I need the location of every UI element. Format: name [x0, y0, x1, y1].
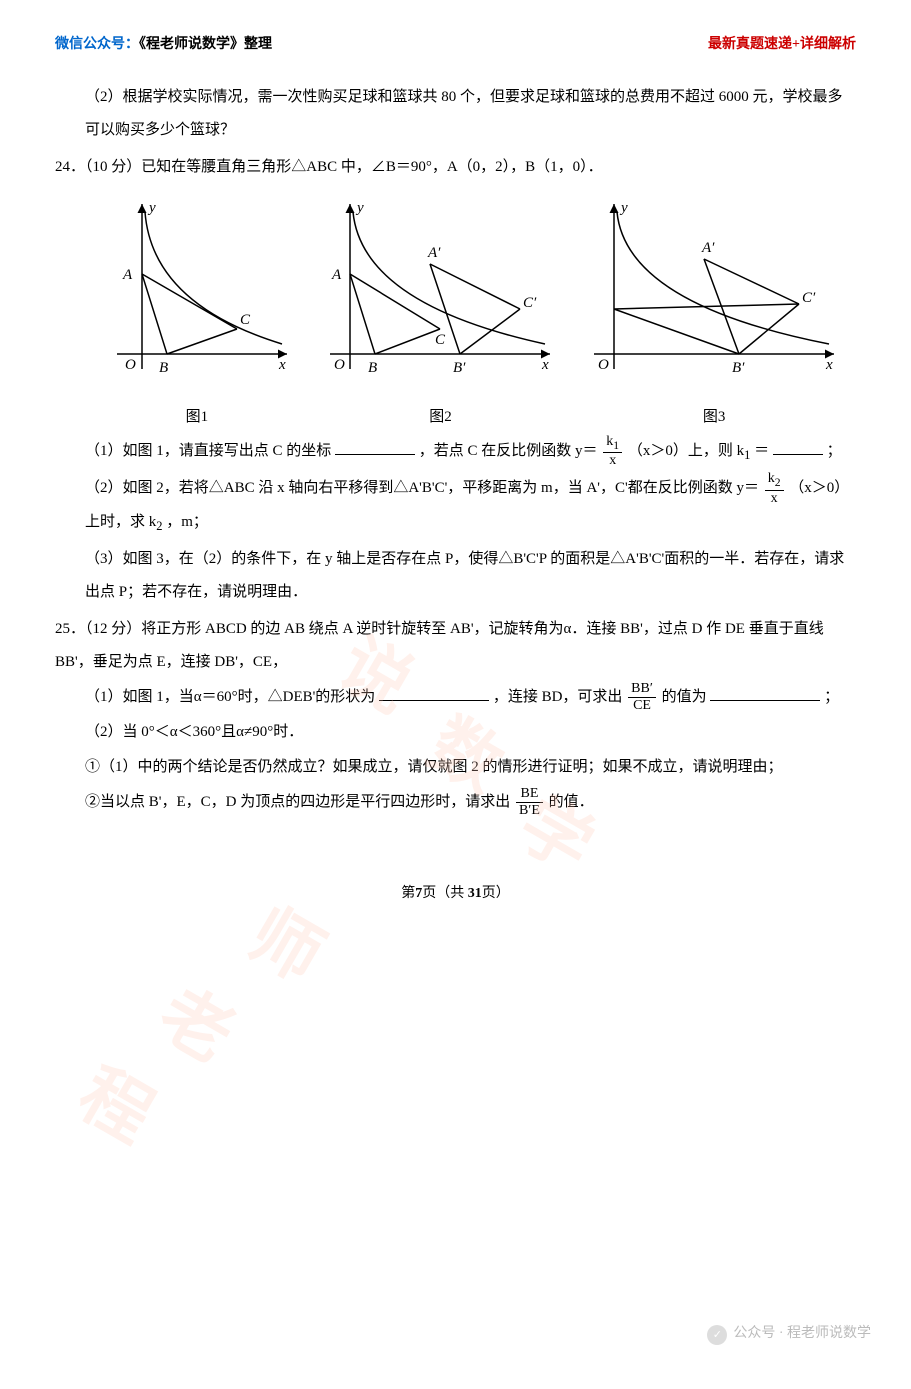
q24-figures: y x O A B C 图1 — [85, 194, 856, 434]
blank — [335, 439, 415, 455]
header-left: 微信公众号：《程老师说数学》整理 — [55, 30, 272, 61]
figure-2: y x O A B C A′ B′ C′ 图2 — [320, 194, 560, 434]
point-Bp: B′ — [453, 360, 466, 376]
figure-1-svg: y x O A B C — [97, 194, 297, 384]
header-left-prefix: 微信公众号： — [55, 37, 139, 52]
point-Bp: B′ — [732, 360, 745, 376]
frac-num: k1 — [603, 434, 622, 454]
q24-p1: （1）如图 1，请直接写出点 C 的坐标 ，若点 C 在反比例函数 y＝ k1 … — [85, 434, 856, 469]
q24-p2c: ，m； — [166, 514, 208, 530]
frac-num: BE — [516, 786, 543, 802]
axis-x-label: x — [825, 357, 833, 373]
q24-stem: 24．（10 分）已知在等腰直角三角形△ABC 中，∠B＝90°，A（0，2），… — [55, 151, 856, 184]
q24-p3: （3）如图 3，在（2）的条件下，在 y 轴上是否存在点 P，使得△B'C'P … — [85, 543, 856, 609]
point-Ap: A′ — [701, 240, 715, 256]
blank — [773, 439, 823, 455]
wechat-text: 公众号 · 程老师说数学 — [733, 1319, 871, 1350]
q24-p2: （2）如图 2，若将△ABC 沿 x 轴向右平移得到△A'B'C'，平移距离为 … — [85, 471, 856, 541]
origin-label: O — [125, 357, 136, 373]
wechat-icon: ✓ — [707, 1325, 727, 1345]
fraction-k2-x: k2 x — [765, 471, 784, 506]
point-C: C — [240, 312, 251, 328]
fraction-bb-ce: BB′ CE — [628, 681, 656, 713]
q24-p1b: ，若点 C 在反比例函数 y＝ — [419, 443, 598, 459]
point-B: B — [368, 360, 377, 376]
point-C: C — [435, 332, 446, 348]
axis-x-label: x — [541, 357, 549, 373]
sub-2: 2 — [156, 519, 162, 533]
q23-part2: （2）根据学校实际情况，需一次性购买足球和篮球共 80 个，但要求足球和篮球的总… — [85, 81, 856, 147]
footer-text-c: 页） — [482, 886, 510, 901]
q25-stem: 25．（12 分）将正方形 ABCD 的边 AB 绕点 A 逆时针旋转至 AB'… — [55, 613, 856, 679]
point-Cp: C′ — [802, 290, 816, 306]
q25-p2-1: ①（1）中的两个结论是否仍然成立？如果成立，请仅就图 2 的情形进行证明；如果不… — [85, 751, 856, 784]
figure-1: y x O A B C 图1 — [97, 194, 297, 434]
axis-y-label: y — [355, 200, 364, 216]
point-Ap: A′ — [427, 245, 441, 261]
axis-y-label: y — [147, 200, 156, 216]
header-right: 最新真题速递+详细解析 — [708, 30, 856, 61]
q25-p2-2a: ②当以点 B'，E，C，D 为顶点的四边形是平行四边形时，请求出 — [85, 794, 510, 810]
page: 微信公众号：《程老师说数学》整理 最新真题速递+详细解析 学 数 说 师 老 程… — [0, 0, 911, 1370]
q25-p1b: ，连接 BD，可求出 — [493, 689, 623, 705]
footer-text-a: 第 — [401, 886, 415, 901]
axis-y-label: y — [619, 200, 628, 216]
page-header: 微信公众号：《程老师说数学》整理 最新真题速递+详细解析 — [55, 30, 856, 61]
watermark-char: 老 — [126, 943, 264, 1111]
q24-p2a: （2）如图 2，若将△ABC 沿 x 轴向右平移得到△A'B'C'，平移距离为 … — [85, 480, 759, 496]
wechat-watermark: ✓ 公众号 · 程老师说数学 — [707, 1319, 871, 1350]
figure-2-caption: 图2 — [320, 401, 560, 434]
figure-3-svg: y x O A′ B′ C′ — [584, 194, 844, 384]
frac-den: x — [765, 491, 784, 506]
watermark-char: 程 — [46, 1023, 184, 1191]
blank — [379, 685, 489, 701]
fraction-k1-x: k1 x — [603, 434, 622, 469]
header-left-title: 《程老师说数学》整理 — [139, 37, 272, 52]
point-Cp: C′ — [523, 295, 537, 311]
q24-p1c: （x＞0）上，则 k — [628, 443, 744, 459]
figure-3: y x O A′ B′ C′ 图3 — [584, 194, 844, 434]
figure-3-caption: 图3 — [584, 401, 844, 434]
q25-p1c: 的值为 — [662, 689, 711, 705]
q25-p1d: ； — [824, 689, 839, 705]
fraction-be-bpe: BE B′E — [516, 786, 543, 818]
frac-den: B′E — [516, 803, 543, 818]
q25-p1a: （1）如图 1，当α＝60°时，△DEB'的形状为 — [85, 689, 379, 705]
footer-total: 31 — [468, 886, 482, 901]
frac-den: CE — [628, 698, 656, 713]
sub-1: 1 — [744, 448, 750, 462]
blank — [710, 685, 820, 701]
q25-p2-2: ②当以点 B'，E，C，D 为顶点的四边形是平行四边形时，请求出 BE B′E … — [85, 786, 856, 819]
frac-num: k2 — [765, 471, 784, 491]
origin-label: O — [598, 357, 609, 373]
figure-1-caption: 图1 — [97, 401, 297, 434]
footer-text-b: 页（共 — [422, 886, 468, 901]
point-A: A — [331, 267, 342, 283]
q24-p1d: ＝ — [754, 443, 769, 459]
frac-den: x — [603, 453, 622, 468]
q25-p2: （2）当 0°＜α＜360°且α≠90°时． — [85, 716, 856, 749]
page-footer: 第7页（共 31页） — [55, 879, 856, 910]
origin-label: O — [334, 357, 345, 373]
q25-p2-2b: 的值． — [549, 794, 594, 810]
figure-2-svg: y x O A B C A′ B′ C′ — [320, 194, 560, 384]
frac-num: BB′ — [628, 681, 656, 697]
q24-p1e: ； — [827, 443, 842, 459]
point-B: B — [159, 360, 168, 376]
q24-p1a: （1）如图 1，请直接写出点 C 的坐标 — [85, 443, 335, 459]
q25-p1: （1）如图 1，当α＝60°时，△DEB'的形状为 ，连接 BD，可求出 BB′… — [85, 681, 856, 714]
point-A: A — [122, 267, 133, 283]
axis-x-label: x — [278, 357, 286, 373]
